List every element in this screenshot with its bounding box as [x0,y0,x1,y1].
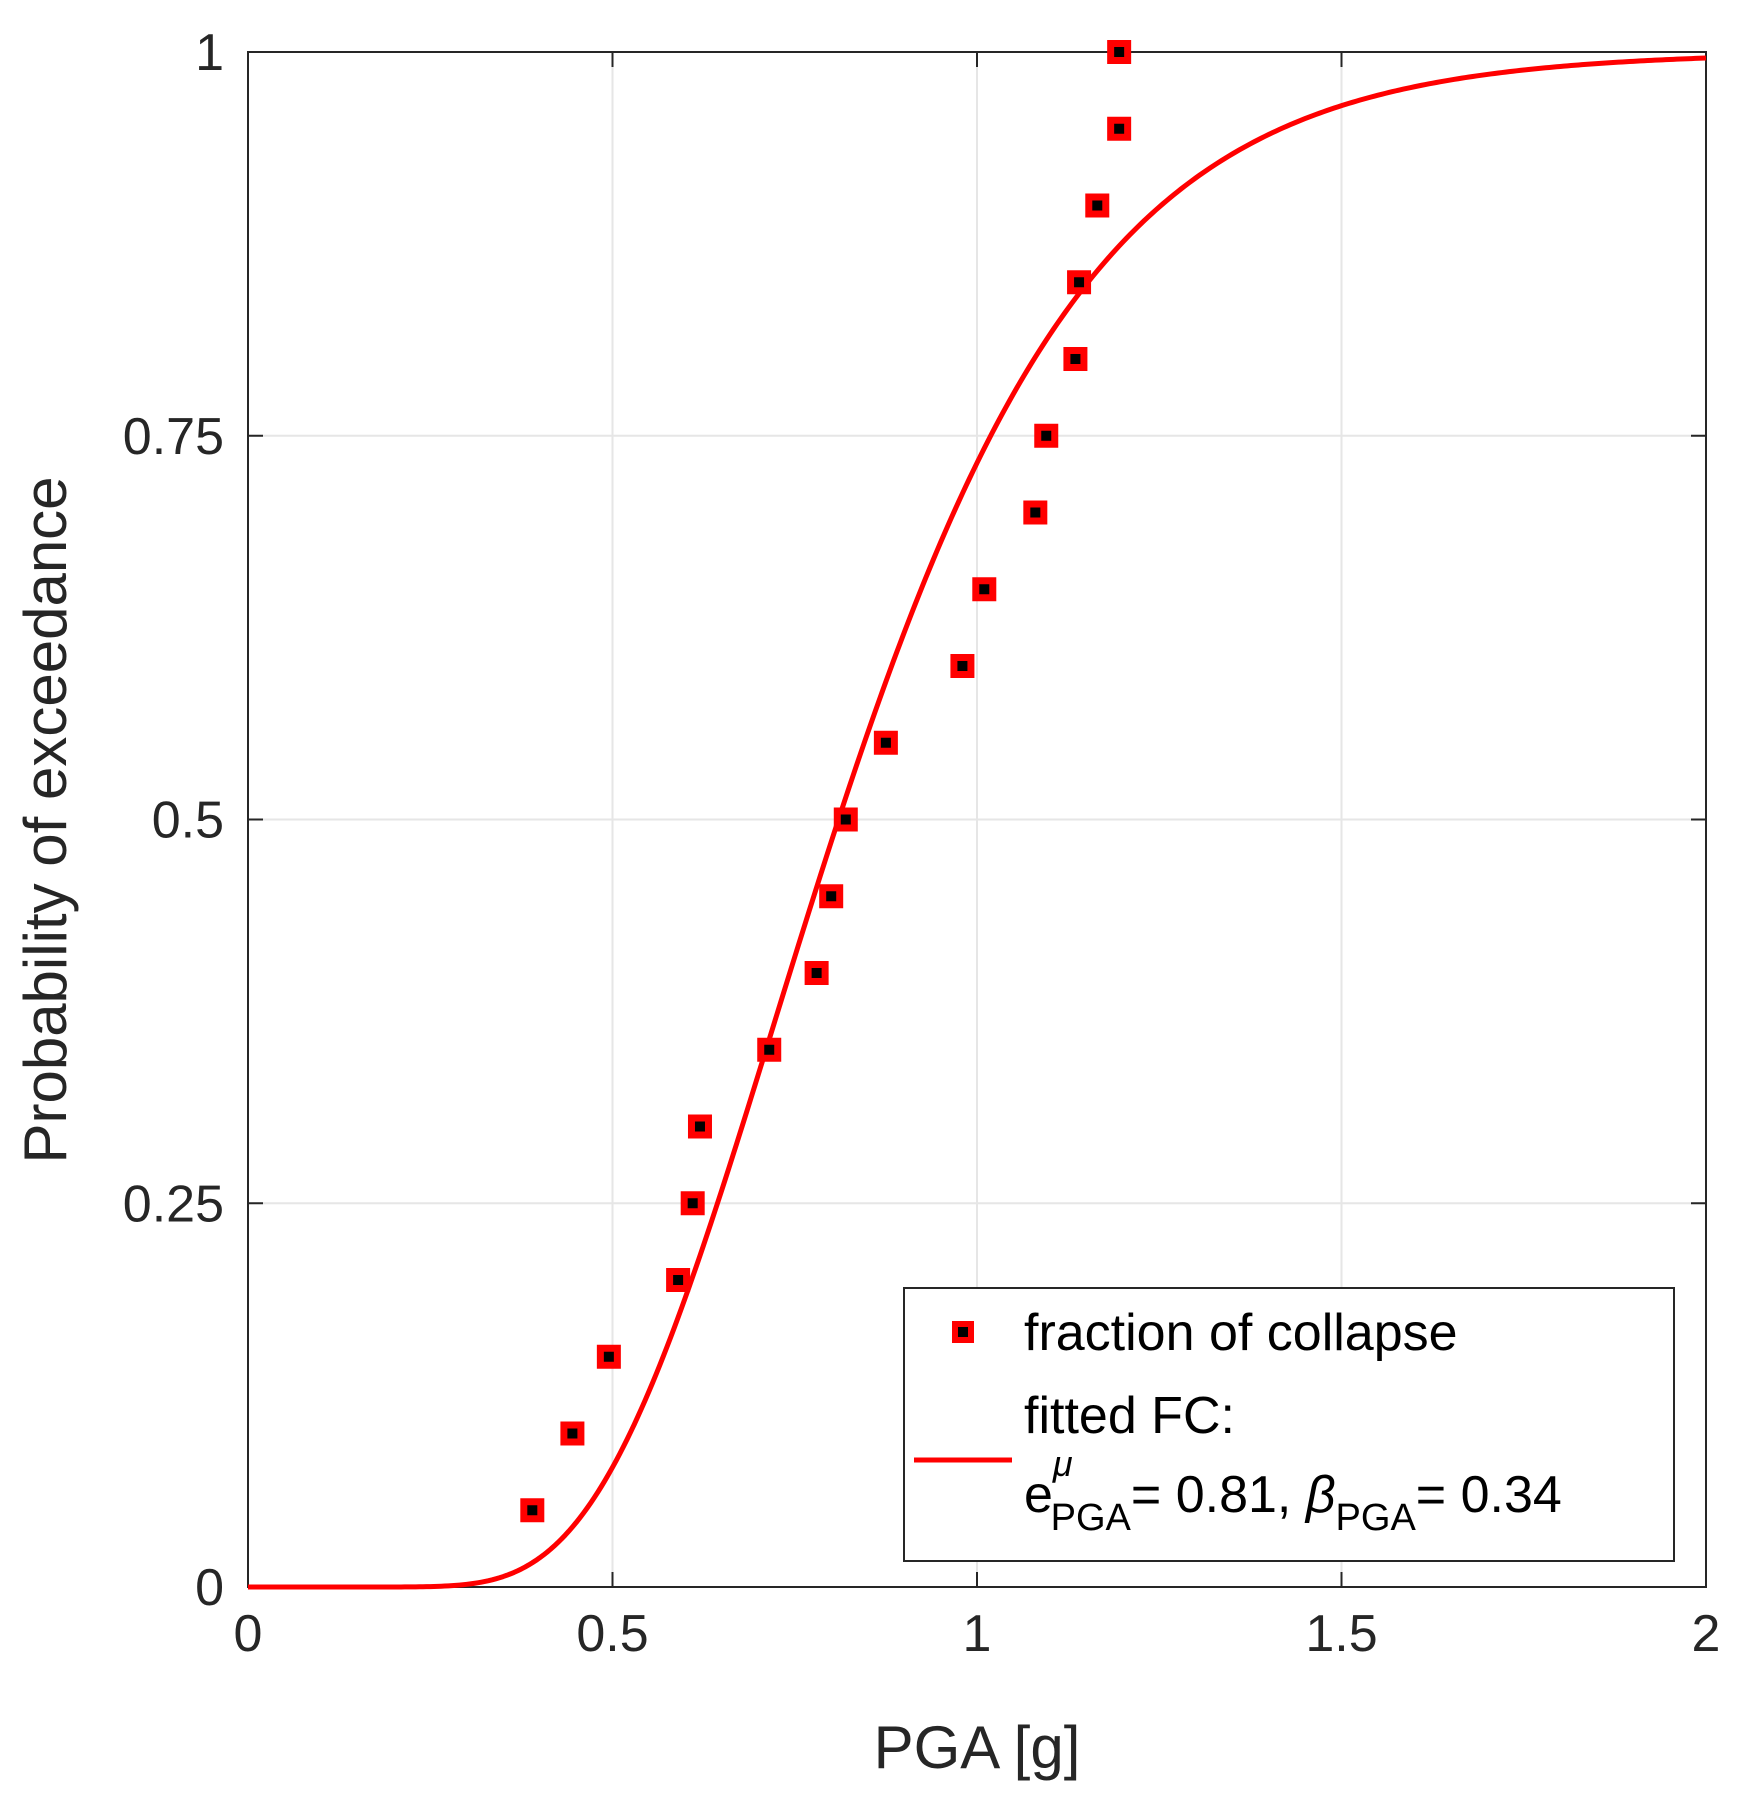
collapse-point-inner [1070,354,1081,364]
legend-beta-sub: PGA [1336,1497,1417,1539]
axes-box [247,51,1707,1588]
collapse-point [950,654,975,678]
collapse-point-inner [1114,123,1125,134]
collapse-point [833,807,858,832]
legend-beta-value: = 0.34 [1416,1466,1562,1524]
collapse-point [596,1344,621,1369]
collapse-point [666,1268,691,1292]
collapse-point-inner [957,661,968,671]
x-tick-label: 1.5 [1305,1605,1377,1663]
collapse-point-inner [527,1505,538,1516]
y-tick-label: 0.5 [152,792,224,850]
legend: fraction of collapse fitted FC: eμ PGA= 0… [903,1287,1675,1562]
legend-e-sub: PGA [1051,1497,1132,1539]
collapse-point-inner [673,1275,684,1285]
collapse-point-inner [687,1198,698,1209]
legend-e-sup: μ [1052,1443,1073,1484]
legend-marker-collapse-center [958,1327,968,1337]
collapse-point-inner [1030,507,1041,518]
x-tick-label: 0.5 [576,1605,648,1663]
collapse-point [819,884,844,909]
collapse-point [1023,500,1048,525]
y-tick-label: 0.75 [123,408,224,466]
collapse-point-inner [826,891,837,902]
collapse-point [804,961,829,985]
collapse-point [560,1421,585,1446]
legend-label-params: eμ PGA= 0.81, βPGA= 0.34 [1024,1443,1562,1539]
scatter-markers [520,40,1132,1523]
y-tick-labels: 0 0.25 0.5 0.75 1 [123,24,224,1617]
collapse-point [1107,116,1132,141]
collapse-point [1067,270,1092,295]
y-tick-label: 1 [195,24,224,82]
collapse-point [873,730,898,755]
collapse-point-inner [811,968,822,978]
collapse-point [520,1498,545,1523]
x-tick-labels: 0 0.5 1 1.5 2 [234,1605,1721,1663]
collapse-point-inner [764,1044,775,1055]
collapse-point [1034,423,1059,448]
collapse-point-inner [979,584,990,595]
collapse-point-inner [1092,200,1103,211]
fitted-fc-line [248,55,1707,1590]
y-axis-label: Probability of exceedance [12,476,79,1163]
collapse-point-inner [1114,47,1125,57]
collapse-point [757,1037,782,1062]
legend-beta-symbol: β [1304,1466,1336,1524]
collapse-point-inner [1074,277,1085,288]
collapse-point [1085,193,1110,218]
collapse-point [687,1114,712,1139]
legend-label-fitted: fitted FC: [1024,1387,1235,1445]
collapse-point-inner [840,814,851,825]
collapse-point [972,577,997,602]
collapse-point [1063,347,1088,371]
x-tick-label: 1 [963,1605,992,1663]
x-tick-label: 2 [1692,1605,1721,1663]
collapse-point [1107,40,1132,64]
legend-e-value: = 0.81, [1131,1466,1306,1524]
legend-label-collapse: fraction of collapse [1024,1304,1458,1362]
collapse-point-inner [1041,430,1052,441]
collapse-point-inner [567,1428,578,1439]
y-tick-label: 0.25 [123,1175,224,1233]
x-axis-label: PGA [g] [874,1714,1081,1781]
collapse-point-inner [880,737,891,748]
y-tick-label: 0 [195,1559,224,1617]
x-tick-label: 0 [234,1605,263,1663]
legend-box [903,1287,1675,1562]
fitted-curve-layer [248,55,1707,1590]
collapse-point-inner [694,1121,705,1132]
legend-e-base: e [1024,1466,1053,1524]
collapse-point [680,1191,705,1216]
collapse-point-inner [603,1351,614,1362]
